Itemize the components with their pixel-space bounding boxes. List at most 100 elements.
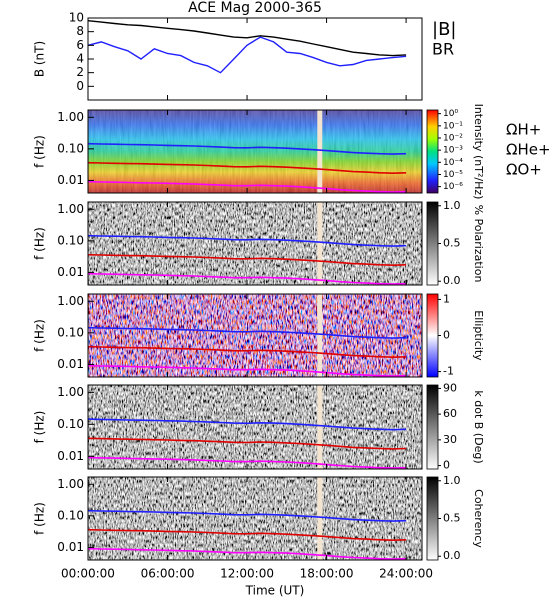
- data-gap: [317, 294, 323, 377]
- colorbar-tick-label: 1.0: [443, 474, 461, 487]
- y-tick-label: 1.00: [57, 477, 84, 491]
- legend-label: ΩH+: [506, 121, 541, 139]
- colorbar-tick-label: 0.0: [443, 274, 461, 287]
- colorbar-tick-label: 0: [443, 459, 450, 472]
- y-tick-label: 0.10: [57, 508, 84, 522]
- colorbar: [426, 293, 439, 378]
- x-axis-label: Time (UT): [245, 584, 305, 598]
- colorbar-tick-label: 10⁻¹: [443, 121, 463, 131]
- series-line: [87, 509, 407, 522]
- y-axis-label: f (Hz): [33, 319, 47, 352]
- colorbar-tick-label: 60: [443, 407, 457, 420]
- y-tick-label: 0.01: [57, 357, 84, 371]
- colorbar-tick-label: 10⁻⁶: [443, 182, 463, 192]
- series-line: [87, 253, 407, 267]
- colorbar-tick-label: 30: [443, 433, 457, 446]
- plot-frame: [87, 476, 423, 561]
- colorbar-tick-label: 0: [443, 329, 450, 342]
- x-tick-label: 06:00:00: [141, 567, 195, 581]
- plot-frame: [87, 109, 423, 194]
- legend-label: |B|: [432, 19, 456, 40]
- series-line: [87, 272, 407, 285]
- data-gap: [317, 385, 323, 469]
- colorbar: [426, 201, 439, 286]
- y-axis-label: f (Hz): [33, 411, 47, 444]
- x-tick-label: 00:00:00: [61, 567, 115, 581]
- colorbar-tick-label: 90: [443, 381, 457, 394]
- colorbar-tick-label: 0.5: [443, 512, 461, 525]
- y-tick-label: 1.00: [57, 294, 84, 308]
- series-line: [87, 36, 407, 74]
- colorbar-tick-label: 10⁻⁴: [443, 158, 463, 168]
- y-axis-label: f (Hz): [33, 502, 47, 535]
- series-line: [87, 142, 407, 155]
- y-tick-label: 0.01: [57, 173, 84, 187]
- y-tick-label: 0.10: [57, 417, 84, 431]
- colorbar-tick-label: 1.0: [443, 199, 461, 212]
- x-tick-label: 24:00:00: [379, 567, 433, 581]
- y-tick-label: 0.01: [57, 540, 84, 554]
- series-line: [87, 528, 407, 542]
- legend-label: ΩO+: [506, 161, 542, 179]
- y-tick-label: 0.10: [57, 233, 84, 247]
- spectrogram: [88, 385, 422, 469]
- y-tick-label: 0.10: [57, 141, 84, 155]
- y-axis-label: f (Hz): [33, 135, 47, 168]
- plot-frame: [87, 293, 423, 378]
- colorbar-tick-label: 1: [443, 292, 450, 305]
- spectrogram: [88, 202, 422, 285]
- colorbar-tick-label: -1: [443, 365, 454, 378]
- x-tick-label: 18:00:00: [300, 567, 354, 581]
- series-line: [87, 345, 407, 359]
- data-gap: [317, 110, 323, 193]
- series-line: [87, 234, 407, 247]
- y-tick-label: 1.00: [57, 385, 84, 399]
- colorbar-tick-label: 0.0: [443, 549, 461, 562]
- series-line: [87, 20, 407, 57]
- y-tick-label: 4: [76, 52, 84, 66]
- title: ACE Mag 2000-365: [188, 0, 322, 16]
- y-tick-label: 8: [76, 24, 84, 38]
- colorbar-tick-label: 10⁻³: [443, 146, 463, 156]
- colorbar-label: k dot B (Deg): [472, 390, 485, 463]
- colorbar-label: % Polarization: [472, 205, 485, 283]
- y-tick-label: 6: [76, 38, 84, 52]
- y-tick-label: 2: [76, 65, 84, 79]
- y-tick-label: 0: [76, 79, 84, 93]
- plot-frame: [87, 17, 423, 101]
- y-tick-label: 0.10: [57, 325, 84, 339]
- colorbar-tick-label: 0.5: [443, 237, 461, 250]
- colorbar-label: Intensity (nT²/Hz): [472, 104, 485, 200]
- series-line: [87, 418, 407, 431]
- x-tick-label: 12:00:00: [220, 567, 274, 581]
- colorbar: [426, 384, 439, 470]
- legend-label: BR: [432, 40, 454, 59]
- y-axis-label: f (Hz): [33, 227, 47, 260]
- colorbar: [426, 109, 439, 194]
- series-line: [87, 437, 407, 450]
- series-line: [87, 547, 407, 560]
- colorbar-tick-label: 10⁻⁵: [443, 170, 463, 180]
- plot-frame: [87, 201, 423, 286]
- plot-frame: [87, 384, 423, 470]
- y-tick-label: 1.00: [57, 110, 84, 124]
- colorbar-tick-label: 10⁰: [443, 109, 458, 119]
- spectrogram-texture: [88, 110, 422, 193]
- series-line: [87, 326, 407, 339]
- colorbar-label: Ellipticity: [472, 310, 485, 361]
- spectrogram: [88, 294, 422, 377]
- y-tick-label: 1.00: [57, 202, 84, 216]
- spectrogram: [88, 477, 422, 560]
- colorbar: [426, 476, 439, 561]
- y-tick-label: 0.01: [57, 265, 84, 279]
- data-gap: [317, 477, 323, 560]
- series-line: [87, 364, 407, 377]
- colorbar-label: Coherency: [472, 489, 485, 548]
- legend-label: ΩHe+: [506, 141, 550, 159]
- colorbar-tick-label: 10⁻²: [443, 133, 463, 143]
- series-line: [87, 456, 407, 469]
- series-line: [87, 180, 407, 193]
- y-tick-label: 10: [69, 11, 84, 25]
- y-tick-label: 0.01: [57, 449, 84, 463]
